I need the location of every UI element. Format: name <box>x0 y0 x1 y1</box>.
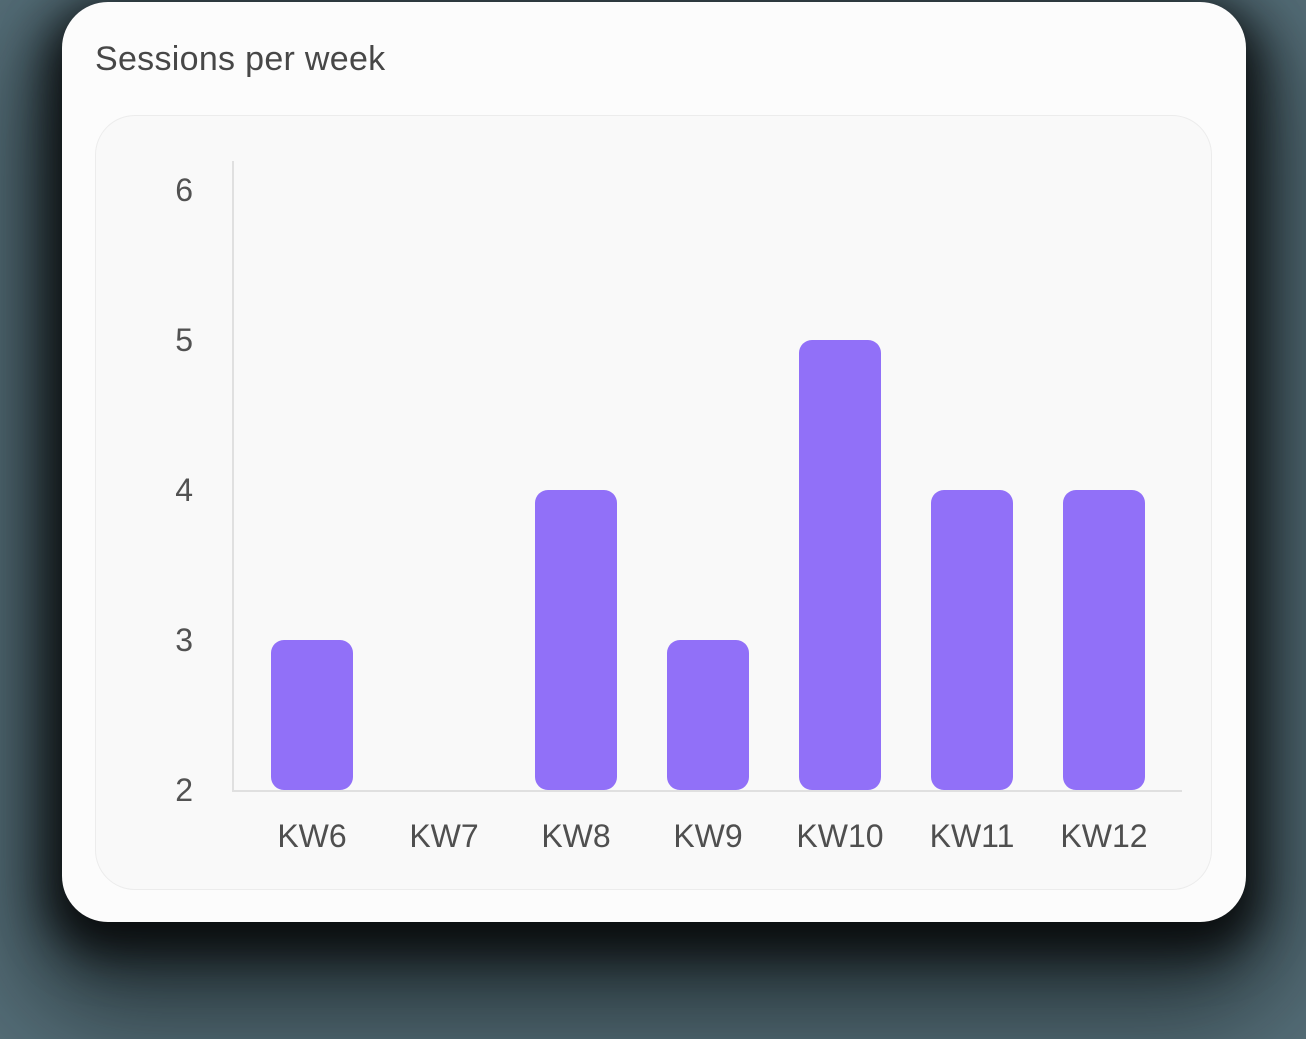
x-label-KW10: KW10 <box>796 818 884 854</box>
y-tick-6: 6 <box>175 172 193 208</box>
sessions-card: Sessions per week 6 5 4 3 2 KW6 KW7 KW8 KW9 KW10… <box>62 2 1246 922</box>
bar-KW9 <box>667 640 749 790</box>
x-label-KW7: KW7 <box>409 818 479 854</box>
y-tick-4: 4 <box>175 472 193 508</box>
x-label-KW12: KW12 <box>1060 818 1148 854</box>
sessions-bar-chart: 6 5 4 3 2 KW6 KW7 KW8 KW9 KW10 KW11 KW12 <box>96 116 1211 889</box>
bar-KW12 <box>1063 490 1145 790</box>
x-label-KW9: KW9 <box>673 818 743 854</box>
bar-KW8 <box>535 490 617 790</box>
bar-KW6 <box>271 640 353 790</box>
card-title: Sessions per week <box>95 40 386 78</box>
bar-KW10 <box>799 340 881 790</box>
bar-KW11 <box>931 490 1013 790</box>
x-label-KW8: KW8 <box>541 818 611 854</box>
y-axis-line <box>232 161 234 792</box>
y-tick-2: 2 <box>175 772 193 808</box>
chart-panel: 6 5 4 3 2 KW6 KW7 KW8 KW9 KW10 KW11 KW12 <box>95 115 1212 890</box>
x-axis-line <box>232 790 1182 792</box>
x-label-KW6: KW6 <box>277 818 347 854</box>
y-tick-3: 3 <box>175 622 193 658</box>
y-tick-5: 5 <box>175 322 193 358</box>
x-label-KW11: KW11 <box>929 818 1015 854</box>
